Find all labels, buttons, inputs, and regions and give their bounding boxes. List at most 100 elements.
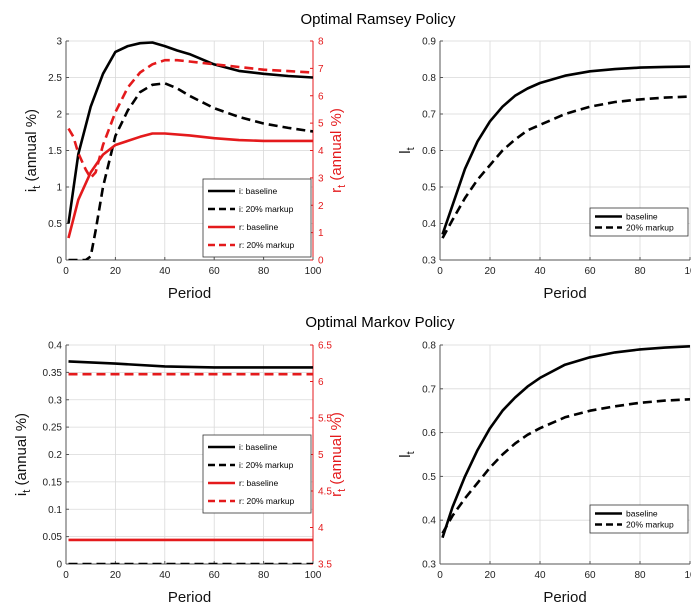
y2-tick-label: 3.5 xyxy=(318,560,332,571)
y-tick-label: 1.5 xyxy=(48,146,62,157)
series-line-i-baseline xyxy=(68,360,313,369)
y-tick-label: 0.9 xyxy=(422,37,436,48)
x-axis-label: Period xyxy=(543,589,586,606)
y-tick-label: 2.5 xyxy=(48,73,62,84)
y-tick-label: 0.4 xyxy=(422,516,436,527)
x-tick-label: 100 xyxy=(305,570,322,581)
series-line-i-baseline xyxy=(67,41,313,224)
y-tick-label: 0 xyxy=(56,256,62,267)
legend-label: i: 20% markup xyxy=(239,460,294,470)
y-tick-label: 0.8 xyxy=(422,73,436,84)
x-tick-label: 40 xyxy=(159,266,171,277)
legend-label: i: 20% markup xyxy=(239,204,294,214)
legend-label: i: baseline xyxy=(239,442,278,452)
y2-tick-label: 4.5 xyxy=(318,487,332,498)
series-line-20-markup xyxy=(441,398,690,534)
y2-tick-label: 6 xyxy=(318,91,324,102)
y2-tick-label: 5 xyxy=(318,450,324,461)
y-tick-label: 0.8 xyxy=(422,341,436,352)
y-tick-label: 0 xyxy=(56,560,62,571)
legend-label: r: 20% markup xyxy=(239,240,295,250)
y-tick-label: 0.6 xyxy=(422,146,436,157)
y-tick-label: 0.7 xyxy=(422,110,436,121)
legend-label: i: baseline xyxy=(239,186,278,196)
y2-tick-label: 4 xyxy=(318,146,324,157)
legend-label: baseline xyxy=(626,212,658,222)
x-tick-label: 60 xyxy=(584,570,596,581)
x-tick-label: 0 xyxy=(437,570,443,581)
x-axis-label: Period xyxy=(168,589,211,606)
x-axis-label: Period xyxy=(168,285,211,302)
x-tick-label: 0 xyxy=(437,266,443,277)
y-tick-label: 0.5 xyxy=(48,219,62,230)
x-tick-label: 40 xyxy=(534,266,546,277)
legend-label: r: baseline xyxy=(239,222,278,232)
x-tick-label: 80 xyxy=(634,570,646,581)
legend-label: baseline xyxy=(626,509,658,519)
legend-box xyxy=(589,504,689,534)
series-line-i-20-markup xyxy=(68,82,313,260)
panel-ramsey-rates: 0 20 40 60 80 10000.511.522.53012345678Period… xyxy=(23,37,348,303)
y-axis-label: lt xyxy=(397,147,417,153)
x-tick-label: 40 xyxy=(159,570,171,581)
panel-ramsey-labor: 0 20 40 60 80 10 0.3 0.4 0.5 0.6 0.7 0.8 0.9 Period lt… xyxy=(397,37,691,303)
series-line-baseline xyxy=(441,65,690,235)
y2-axis-label: rt (annual %) xyxy=(328,412,348,497)
y-axis-label: lt xyxy=(397,451,417,457)
y2-tick-label: 6.5 xyxy=(318,341,332,352)
legend-label: r: 20% markup xyxy=(239,496,295,506)
x-tick-label: 20 xyxy=(484,570,496,581)
y-tick-label: 3 xyxy=(56,37,62,48)
y2-tick-label: 1 xyxy=(318,228,324,239)
y-tick-label: 0.4 xyxy=(422,219,436,230)
y-tick-label: 0.7 xyxy=(422,384,436,395)
y2-tick-label: 5.5 xyxy=(318,414,332,425)
y2-tick-label: 4 xyxy=(318,523,324,534)
y-tick-label: 0.5 xyxy=(422,183,436,194)
y-axis-label: it (annual %) xyxy=(23,109,43,192)
x-tick-label: 60 xyxy=(209,266,221,277)
y-tick-label: 0.15 xyxy=(43,477,63,488)
y2-tick-label: 5 xyxy=(318,119,324,130)
legend-label: 20% markup xyxy=(626,223,674,233)
y2-tick-label: 6 xyxy=(318,377,324,388)
y2-axis-label: rt (annual %) xyxy=(328,108,348,193)
x-tick-label: 20 xyxy=(110,570,122,581)
y2-tick-label: 8 xyxy=(318,37,324,48)
y2-tick-label: 7 xyxy=(318,64,324,75)
series-line-baseline xyxy=(441,345,690,539)
x-tick-label: 10 xyxy=(684,570,691,581)
y-tick-label: 0.05 xyxy=(43,532,63,543)
x-tick-label: 80 xyxy=(634,266,646,277)
y-tick-label: 0.3 xyxy=(422,560,436,571)
x-tick-label: 100 xyxy=(305,266,322,277)
legend-box xyxy=(589,207,689,237)
x-axis-label: Period xyxy=(543,285,586,302)
y-tick-label: 0.1 xyxy=(48,505,62,516)
x-tick-label: 40 xyxy=(534,570,546,581)
x-tick-label: 0 xyxy=(63,266,69,277)
row-title-ramsey: Optimal Ramsey Policy xyxy=(300,11,456,28)
y-tick-label: 0.3 xyxy=(48,395,62,406)
y-tick-label: 0.5 xyxy=(422,472,436,483)
x-tick-label: 20 xyxy=(484,266,496,277)
y2-tick-label: 2 xyxy=(318,201,324,212)
row-title-markov: Optimal Markov Policy xyxy=(305,314,455,331)
y-tick-label: 0.4 xyxy=(48,341,62,352)
panel-markov-rates: 0 20 40 60 80 100 0 0.05 0.1 0.15 0.2 0.25 0.3 0.35 0.… xyxy=(13,341,348,607)
x-tick-label: 80 xyxy=(258,570,270,581)
series-line-r-20-markup xyxy=(67,58,313,180)
panel-markov-labor: 0 20 40 60 80 10 0.3 0.4 0.5 0.6 0.7 0.8 Period lt bas… xyxy=(397,341,691,607)
x-tick-label: 0 xyxy=(63,570,69,581)
x-tick-label: 60 xyxy=(209,570,221,581)
y-axis-label: it (annual %) xyxy=(13,413,33,496)
y2-tick-label: 0 xyxy=(318,256,324,267)
legend-label: 20% markup xyxy=(626,520,674,530)
series-line-r-baseline xyxy=(67,132,313,239)
y-tick-label: 0.25 xyxy=(43,423,63,434)
x-tick-label: 80 xyxy=(258,266,270,277)
y-tick-label: 0.35 xyxy=(43,368,63,379)
x-tick-label: 60 xyxy=(584,266,596,277)
y-tick-label: 1 xyxy=(56,183,62,194)
